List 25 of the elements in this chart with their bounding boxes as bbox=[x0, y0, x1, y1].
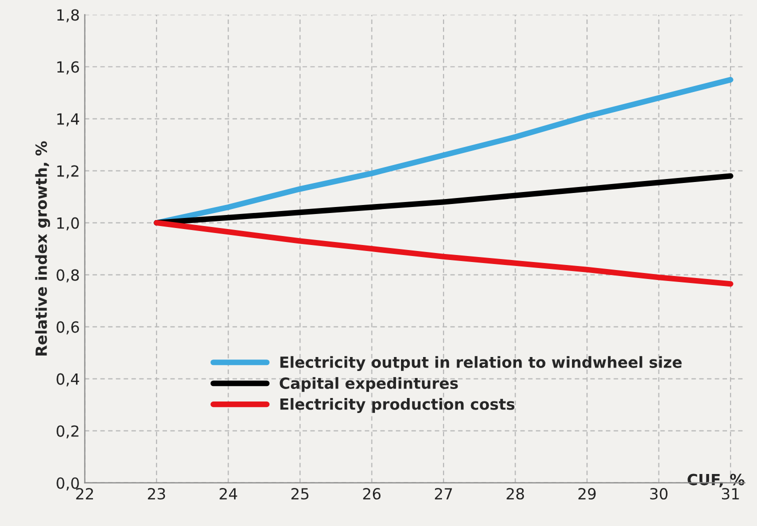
y-tick-label: 1,2 bbox=[57, 165, 78, 178]
y-tick-label: 1,6 bbox=[57, 61, 79, 74]
x-tick-label: 22 bbox=[76, 488, 93, 500]
y-tick-label: 0,4 bbox=[56, 373, 80, 386]
x-tick-label: 31 bbox=[722, 488, 739, 500]
y-tick-label: 0,2 bbox=[56, 425, 78, 438]
y-tick-label: 0,0 bbox=[56, 477, 79, 490]
x-tick-label: 26 bbox=[363, 488, 381, 500]
y-tick-label: 0,8 bbox=[56, 269, 79, 282]
x-tick-label: 23 bbox=[148, 488, 166, 500]
y-tick-label: 1,0 bbox=[57, 217, 79, 230]
y-axis-title: Relative index growth, % bbox=[35, 141, 50, 356]
x-tick-label: 28 bbox=[506, 488, 524, 500]
x-tick-label: 29 bbox=[578, 488, 596, 500]
y-tick-label: 1,4 bbox=[57, 113, 80, 126]
x-tick-label: 27 bbox=[434, 488, 452, 500]
y-tick-label: 1,8 bbox=[57, 9, 79, 22]
y-tick-label: 0,6 bbox=[56, 321, 79, 334]
legend-label: Capital expedintures bbox=[280, 377, 458, 392]
x-tick-label: 30 bbox=[650, 488, 668, 500]
x-axis-title: CUF, % bbox=[688, 474, 744, 488]
x-tick-label: 24 bbox=[220, 488, 238, 500]
legend-label: Electricity production costs bbox=[280, 398, 514, 413]
legend-label: Electricity output in relation to windwheel size bbox=[280, 356, 682, 372]
x-tick-label: 25 bbox=[291, 488, 308, 500]
